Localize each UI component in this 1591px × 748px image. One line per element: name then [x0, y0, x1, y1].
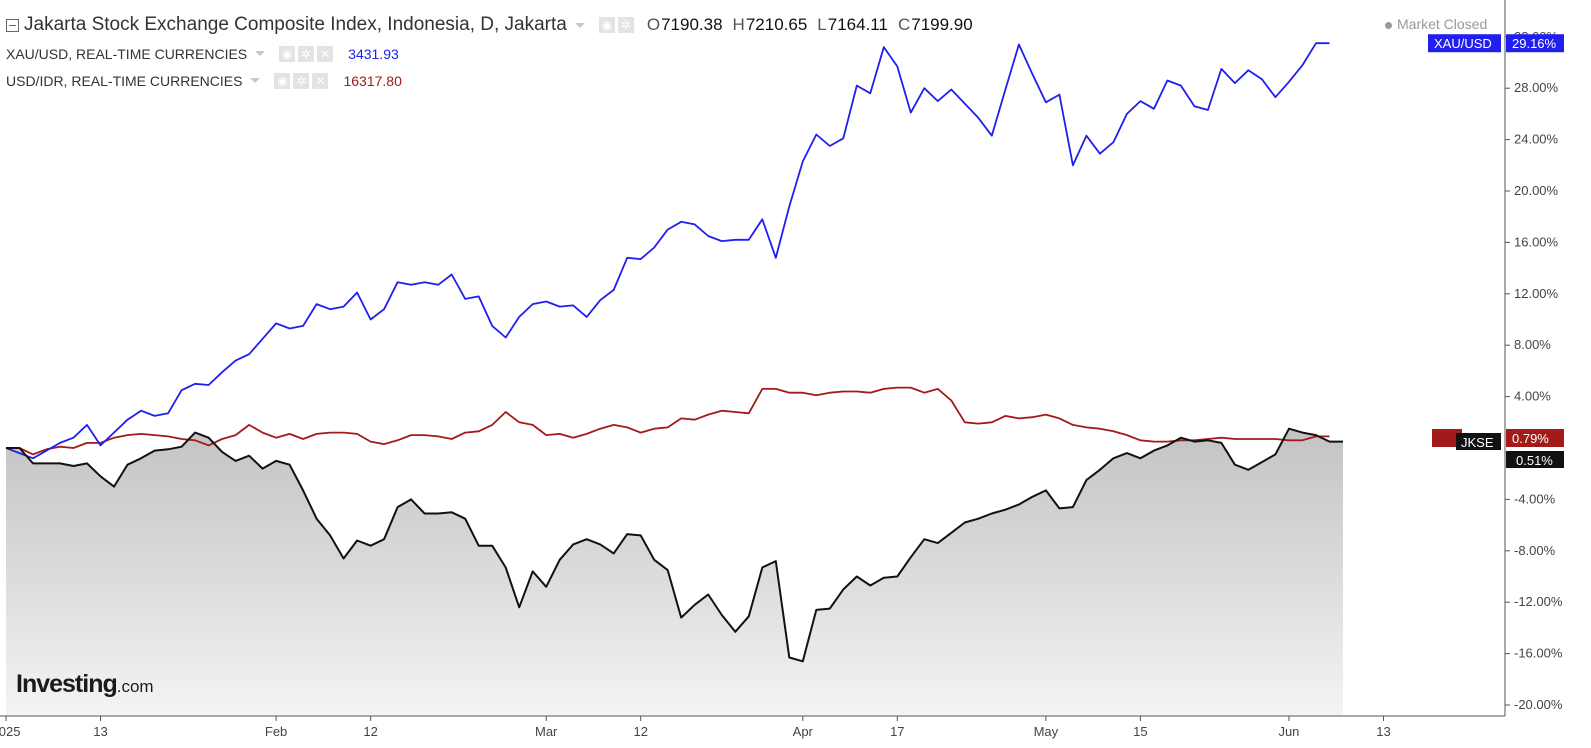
close-icon[interactable]: ✕: [312, 72, 329, 89]
x-tick-label: 17: [890, 724, 904, 739]
y-tick-label: 4.00%: [1514, 389, 1551, 404]
end-label-name-bg-xauusd: [1428, 34, 1501, 53]
series-line-jkse: [6, 427, 1343, 663]
x-tick-label: 15: [1133, 724, 1147, 739]
collapse-icon[interactable]: [6, 18, 19, 32]
x-tick-label: 2025: [0, 724, 20, 739]
eye-icon[interactable]: ◉: [598, 17, 615, 33]
jkse-area-fill: [6, 428, 1343, 716]
legend-row-xauusd: XAU/USD, REAL-TIME CURRENCIES ◉ ✲ ✕ 3431…: [6, 40, 983, 67]
x-tick-label: Feb: [265, 724, 287, 739]
logo-suffix: .com: [116, 677, 154, 696]
legend-main-row: Jakarta Stock Exchange Composite Index, …: [6, 10, 983, 40]
gear-icon[interactable]: ✲: [293, 72, 310, 89]
ohlc-high: H7210.65: [732, 15, 808, 34]
y-tick-label: 28.00%: [1514, 80, 1559, 95]
gear-icon[interactable]: ✲: [298, 45, 315, 62]
gear-icon[interactable]: ✲: [617, 17, 634, 33]
market-status: Market Closed: [1385, 16, 1487, 32]
legend-value-usdidr: 16317.80: [343, 72, 402, 89]
x-tick-label: Jun: [1278, 724, 1299, 739]
x-tick-label: Apr: [793, 724, 814, 739]
eye-icon[interactable]: ◉: [279, 45, 296, 62]
ohlc-open: O7190.38: [646, 15, 723, 34]
y-tick-label: 12.00%: [1514, 286, 1559, 301]
ohlc-readout: O7190.38 H7210.65 L7164.11 C7199.90: [647, 15, 983, 35]
legend-label-xauusd: XAU/USD, REAL-TIME CURRENCIES: [6, 45, 248, 62]
series-line-usdidr: [6, 386, 1330, 456]
status-dot-icon: [1385, 21, 1392, 29]
x-tick-label: 13: [93, 724, 107, 739]
investing-logo: Investing.com: [16, 670, 154, 699]
end-label-value-bg-usdidr: [1506, 429, 1564, 447]
series-layer: [5, 42, 1343, 663]
y-tick-label: 20.00%: [1514, 183, 1559, 198]
y-tick-label: -8.00%: [1514, 543, 1556, 558]
chevron-down-icon[interactable]: [255, 51, 266, 56]
series-line-xauusd: [5, 42, 1330, 460]
x-tick-label: 12: [633, 724, 647, 739]
end-label-name-bg-jkse: [1456, 433, 1501, 450]
y-tick-label: -4.00%: [1514, 491, 1556, 506]
legend: Jakarta Stock Exchange Composite Index, …: [6, 10, 983, 94]
market-status-text: Market Closed: [1397, 16, 1488, 32]
close-icon[interactable]: ✕: [317, 45, 334, 62]
y-tick-label: -16.00%: [1514, 646, 1563, 661]
x-tick-label: Mar: [535, 724, 558, 739]
x-tick-label: May: [1034, 724, 1059, 739]
chevron-down-icon[interactable]: [574, 22, 585, 28]
legend-row-usdidr: USD/IDR, REAL-TIME CURRENCIES ◉ ✲ ✕ 1631…: [6, 67, 983, 94]
end-label-value-usdidr: 0.79%: [1512, 431, 1549, 446]
y-tick-label: 24.00%: [1514, 132, 1559, 147]
end-label-value-xauusd: 29.16%: [1512, 36, 1557, 51]
end-label-name-jkse: JKSE: [1461, 435, 1494, 450]
logo-main: Investing: [16, 670, 118, 698]
end-label-value-bg-xauusd: [1506, 34, 1564, 53]
x-tick-label: 13: [1376, 724, 1390, 739]
ohlc-close: C7199.90: [897, 15, 973, 34]
legend-label-usdidr: USD/IDR, REAL-TIME CURRENCIES: [6, 72, 243, 89]
x-tick-label: 12: [363, 724, 377, 739]
y-tick-label: 8.00%: [1514, 337, 1551, 352]
y-tick-label: -12.00%: [1514, 594, 1563, 609]
end-label-name-xauusd: XAU/USD: [1434, 36, 1492, 51]
axis-layer: 32.00%28.00%24.00%20.00%16.00%12.00%8.00…: [0, 0, 1563, 739]
end-label-name-bg-usdidr: [1432, 429, 1462, 447]
end-label-layer: XAU/USD 29.16% 0.79% JKSE 0.51%: [1428, 34, 1564, 468]
chart-title: Jakarta Stock Exchange Composite Index, …: [24, 14, 567, 35]
end-label-value-jkse: 0.51%: [1516, 453, 1553, 468]
y-tick-label: 16.00%: [1514, 234, 1559, 249]
jkse-area-layer: [6, 428, 1343, 716]
y-tick-label: -20.00%: [1514, 697, 1563, 712]
ohlc-low: L7164.11: [817, 15, 888, 34]
chevron-down-icon[interactable]: [250, 78, 261, 83]
legend-value-xauusd: 3431.93: [348, 45, 399, 62]
eye-icon[interactable]: ◉: [274, 72, 291, 89]
end-label-value-bg-jkse: [1506, 451, 1564, 468]
